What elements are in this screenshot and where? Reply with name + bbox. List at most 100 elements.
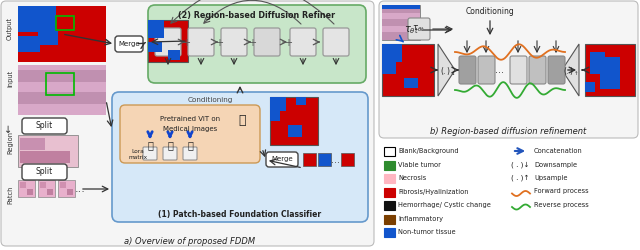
Text: Forward process: Forward process (534, 188, 589, 194)
FancyBboxPatch shape (183, 147, 197, 160)
Text: ↓: ↓ (4, 125, 12, 135)
Text: 🔥: 🔥 (167, 140, 173, 150)
Bar (18, 70, 106, 82)
FancyBboxPatch shape (254, 28, 280, 56)
Bar (288, 125, 302, 137)
Bar (168, 50, 180, 60)
Bar (600, 74, 620, 89)
Text: Blank/Background: Blank/Background (398, 148, 459, 154)
Bar (384, 228, 395, 237)
Bar (40, 182, 46, 188)
Text: Viable tumor: Viable tumor (398, 162, 441, 168)
Text: Concatenation: Concatenation (534, 148, 583, 154)
Bar (384, 201, 395, 210)
FancyBboxPatch shape (188, 28, 214, 56)
Bar (270, 97, 318, 145)
Bar (18, 92, 106, 104)
FancyBboxPatch shape (115, 36, 143, 52)
Bar (318, 153, 331, 166)
Bar (18, 65, 106, 115)
Bar (18, 6, 106, 62)
FancyBboxPatch shape (459, 56, 476, 84)
FancyBboxPatch shape (22, 118, 67, 134)
Text: Hemorrhage/ Cystic change: Hemorrhage/ Cystic change (398, 202, 491, 208)
FancyBboxPatch shape (379, 1, 638, 138)
Bar (38, 180, 55, 197)
Bar (67, 189, 73, 195)
Text: ...: ... (495, 65, 504, 75)
FancyBboxPatch shape (143, 147, 157, 160)
Polygon shape (562, 44, 579, 96)
Text: 🔥: 🔥 (147, 140, 153, 150)
Text: $\tau_{\theta t}$: $\tau_{\theta t}$ (412, 24, 426, 34)
Text: Necrosis: Necrosis (398, 176, 426, 182)
Text: ...: ... (75, 184, 85, 194)
Text: Region: Region (7, 130, 13, 154)
Bar (58, 180, 75, 197)
Bar (18, 180, 35, 197)
FancyBboxPatch shape (155, 28, 181, 56)
Bar (270, 97, 286, 111)
Text: $\tau_{\theta t}$: $\tau_{\theta t}$ (404, 24, 419, 36)
Bar (148, 42, 162, 52)
Bar (384, 174, 395, 183)
Bar (296, 97, 306, 105)
Bar (585, 82, 595, 92)
Bar (18, 135, 78, 167)
Bar (382, 19, 420, 26)
Text: Output: Output (7, 16, 13, 40)
Text: Upsample: Upsample (534, 175, 568, 181)
Bar (341, 153, 354, 166)
Text: $(.)_{\uparrow}$: $(.)_{\uparrow}$ (563, 66, 579, 78)
FancyBboxPatch shape (529, 56, 546, 84)
Bar (590, 52, 620, 74)
Text: Reverse process: Reverse process (534, 202, 589, 208)
Bar (382, 13, 420, 19)
Text: +: + (182, 38, 191, 48)
Text: Pretrained ViT on: Pretrained ViT on (160, 116, 220, 122)
Bar (303, 153, 316, 166)
Text: (2) Region-based Diffusion Refiner: (2) Region-based Diffusion Refiner (179, 10, 335, 20)
Bar (18, 6, 56, 32)
Text: 🔒: 🔒 (238, 114, 246, 128)
Bar (585, 44, 635, 96)
Bar (27, 189, 33, 195)
Text: $(.)_{\downarrow}$: $(.)_{\downarrow}$ (440, 66, 456, 78)
Bar (382, 44, 434, 96)
Text: Split: Split (35, 122, 52, 130)
Bar (38, 31, 58, 45)
Bar (382, 44, 402, 62)
Text: Medical Images: Medical Images (163, 126, 217, 132)
Bar (382, 5, 420, 40)
Text: Conditioning: Conditioning (188, 97, 233, 103)
FancyBboxPatch shape (510, 56, 527, 84)
FancyBboxPatch shape (112, 92, 368, 222)
Bar (60, 182, 66, 188)
Bar (46, 73, 74, 95)
FancyBboxPatch shape (408, 18, 430, 40)
Text: +: + (248, 38, 257, 48)
Bar (18, 82, 106, 92)
Text: Merge: Merge (271, 156, 293, 162)
FancyBboxPatch shape (290, 28, 316, 56)
Bar (20, 182, 26, 188)
Text: Patch: Patch (7, 186, 13, 204)
Text: +: + (216, 38, 223, 48)
Text: Lora
matrix: Lora matrix (129, 149, 148, 160)
Text: b) Region-based diffusion refinement: b) Region-based diffusion refinement (430, 128, 586, 136)
Bar (382, 32, 420, 40)
Bar (270, 111, 280, 121)
FancyBboxPatch shape (323, 28, 349, 56)
Text: ( . )↓: ( . )↓ (511, 161, 529, 168)
Polygon shape (438, 44, 455, 96)
Bar (384, 147, 395, 156)
Text: Fibrosis/Hyalinization: Fibrosis/Hyalinization (398, 189, 468, 195)
Text: ...: ... (330, 155, 339, 165)
Text: 🔥: 🔥 (187, 140, 193, 150)
Bar (56, 16, 74, 30)
Text: Conditioning: Conditioning (466, 8, 515, 16)
Bar (47, 189, 53, 195)
Bar (148, 20, 164, 38)
FancyBboxPatch shape (163, 147, 177, 160)
Bar (148, 20, 188, 62)
